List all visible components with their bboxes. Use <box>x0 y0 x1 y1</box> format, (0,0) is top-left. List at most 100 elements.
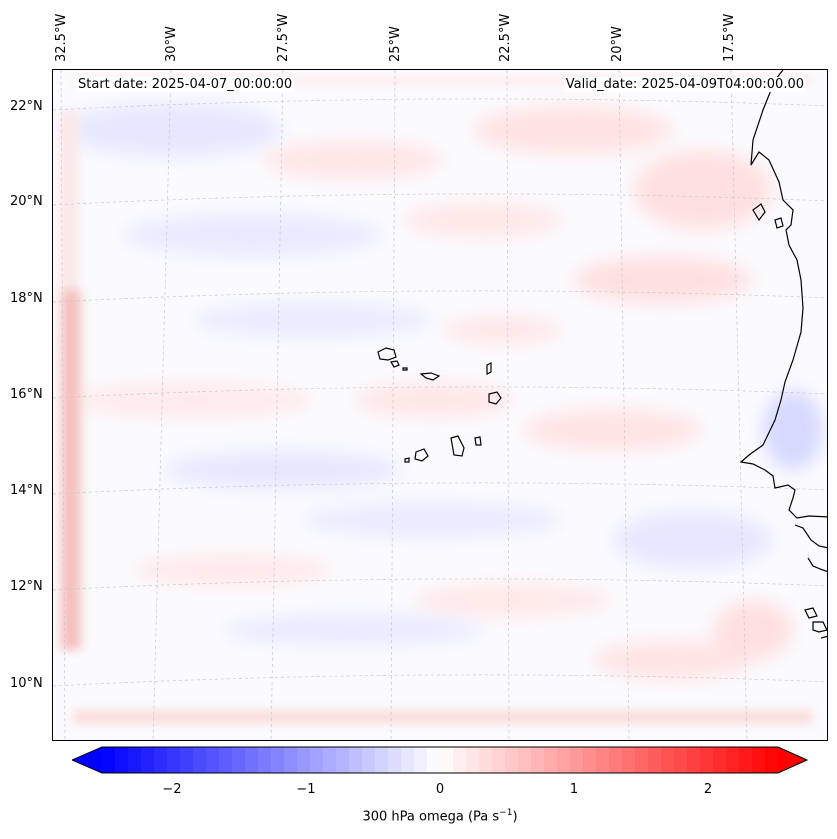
lat-label-18n: 18°N <box>10 291 43 306</box>
colorbar-cell <box>206 747 220 773</box>
colorbar-cell <box>687 747 701 773</box>
colorbar-cell <box>193 747 207 773</box>
field-blob <box>713 600 793 660</box>
colorbar-cell <box>271 747 285 773</box>
lon-label-30w: 30°W <box>164 26 179 62</box>
colorbar-cell <box>492 747 506 773</box>
cape-verde-islands <box>377 347 502 463</box>
colorbar-cell <box>349 747 363 773</box>
colorbar-cell <box>622 747 636 773</box>
field-blob <box>353 382 513 418</box>
african-coastline <box>739 70 827 639</box>
field-blob <box>63 102 283 158</box>
colorbar-cell <box>232 747 246 773</box>
left-edge-band <box>59 290 85 650</box>
top-edge-band <box>73 76 813 86</box>
colorbar-title: 300 hPa omega (Pa s−1) <box>362 808 518 825</box>
colorbar-cell <box>609 747 623 773</box>
colorbar-cell <box>518 747 532 773</box>
colorbar-cell <box>583 747 597 773</box>
colorbar-cell <box>752 747 766 773</box>
field-blob <box>303 502 563 538</box>
colorbar-extend-max <box>778 747 807 773</box>
colorbar-tick: 0 <box>435 782 445 797</box>
colorbar-cell <box>115 747 129 773</box>
colorbar-cell <box>180 747 194 773</box>
field-blob <box>73 382 313 418</box>
field-blob <box>163 450 403 490</box>
lon-label-20w: 20°W <box>610 26 625 62</box>
colorbar-cell <box>128 747 142 773</box>
colorbar-tick: −2 <box>162 782 182 797</box>
island-sao-vicente <box>390 360 400 368</box>
lon-label-22.5w: 22.5°W <box>498 13 513 62</box>
field-blob <box>523 408 703 452</box>
lon-label-27.5w: 27.5°W <box>276 13 291 62</box>
colorbar-cell <box>245 747 259 773</box>
island-santo-antao <box>377 347 397 361</box>
colorbar-cell <box>401 747 415 773</box>
field-blob <box>133 554 333 586</box>
colorbar-cell <box>141 747 155 773</box>
colorbar-cell <box>297 747 311 773</box>
lon-label-32.5w: 32.5°W <box>54 13 69 62</box>
start-date-label: Start date: 2025-04-07_00:00:00 <box>76 77 295 92</box>
bottom-edge-band <box>73 710 813 724</box>
omega-field <box>63 102 823 680</box>
colorbar-tick: −1 <box>296 782 316 797</box>
field-blob <box>443 316 563 344</box>
valid-date-label: Valid_date: 2025-04-09T04:00:00.00 <box>563 77 806 92</box>
colorbar-cell <box>726 747 740 773</box>
graticule <box>53 70 827 740</box>
colorbar-cell <box>310 747 324 773</box>
field-blob <box>473 105 673 155</box>
map-plot-area[interactable] <box>52 69 828 741</box>
colorbar-cell <box>362 747 376 773</box>
lat-label-20n: 20°N <box>10 194 43 209</box>
colorbar-outline <box>72 746 808 774</box>
colorbar <box>72 746 808 774</box>
colorbar-cell <box>635 747 649 773</box>
colorbar-cell <box>219 747 233 773</box>
colorbar-cell <box>427 747 441 773</box>
colorbar-cell <box>570 747 584 773</box>
lat-label-12n: 12°N <box>10 579 43 594</box>
field-blob <box>403 202 563 238</box>
field-blob <box>123 213 383 257</box>
colorbar-cell <box>557 747 571 773</box>
island-santiago <box>450 435 465 457</box>
colorbar-cell <box>284 747 298 773</box>
colorbar-cell <box>154 747 168 773</box>
island-boa-vista <box>488 391 502 405</box>
field-blob <box>413 584 613 616</box>
island-sao-nicolau <box>419 372 441 381</box>
lon-label-25w: 25°W <box>388 26 403 62</box>
colorbar-cell <box>102 747 116 773</box>
map-canvas <box>53 70 827 740</box>
field-blob <box>263 140 443 180</box>
colorbar-tick: 1 <box>569 782 579 797</box>
field-blob <box>573 256 753 304</box>
colorbar-cell <box>414 747 428 773</box>
colorbar-cell <box>661 747 675 773</box>
island-maio <box>474 436 482 446</box>
colorbar-tick: 2 <box>703 782 713 797</box>
colorbar-cell <box>440 747 454 773</box>
colorbar-cell <box>336 747 350 773</box>
colorbar-cell <box>648 747 662 773</box>
colorbar-cell <box>700 747 714 773</box>
colorbar-cell <box>167 747 181 773</box>
colorbar-cell <box>453 747 467 773</box>
colorbar-cell <box>765 747 779 773</box>
colorbar-cell <box>505 747 519 773</box>
colorbar-cell <box>674 747 688 773</box>
lat-label-14n: 14°N <box>10 483 43 498</box>
colorbar-cell <box>258 747 272 773</box>
colorbar-cell <box>531 747 545 773</box>
colorbar-cell <box>596 747 610 773</box>
colorbar-extend-min <box>72 747 102 773</box>
boundary-bands <box>59 76 813 724</box>
lon-label-17.5w: 17.5°W <box>722 13 737 62</box>
colorbar-cell <box>466 747 480 773</box>
colorbar-cell <box>323 747 337 773</box>
